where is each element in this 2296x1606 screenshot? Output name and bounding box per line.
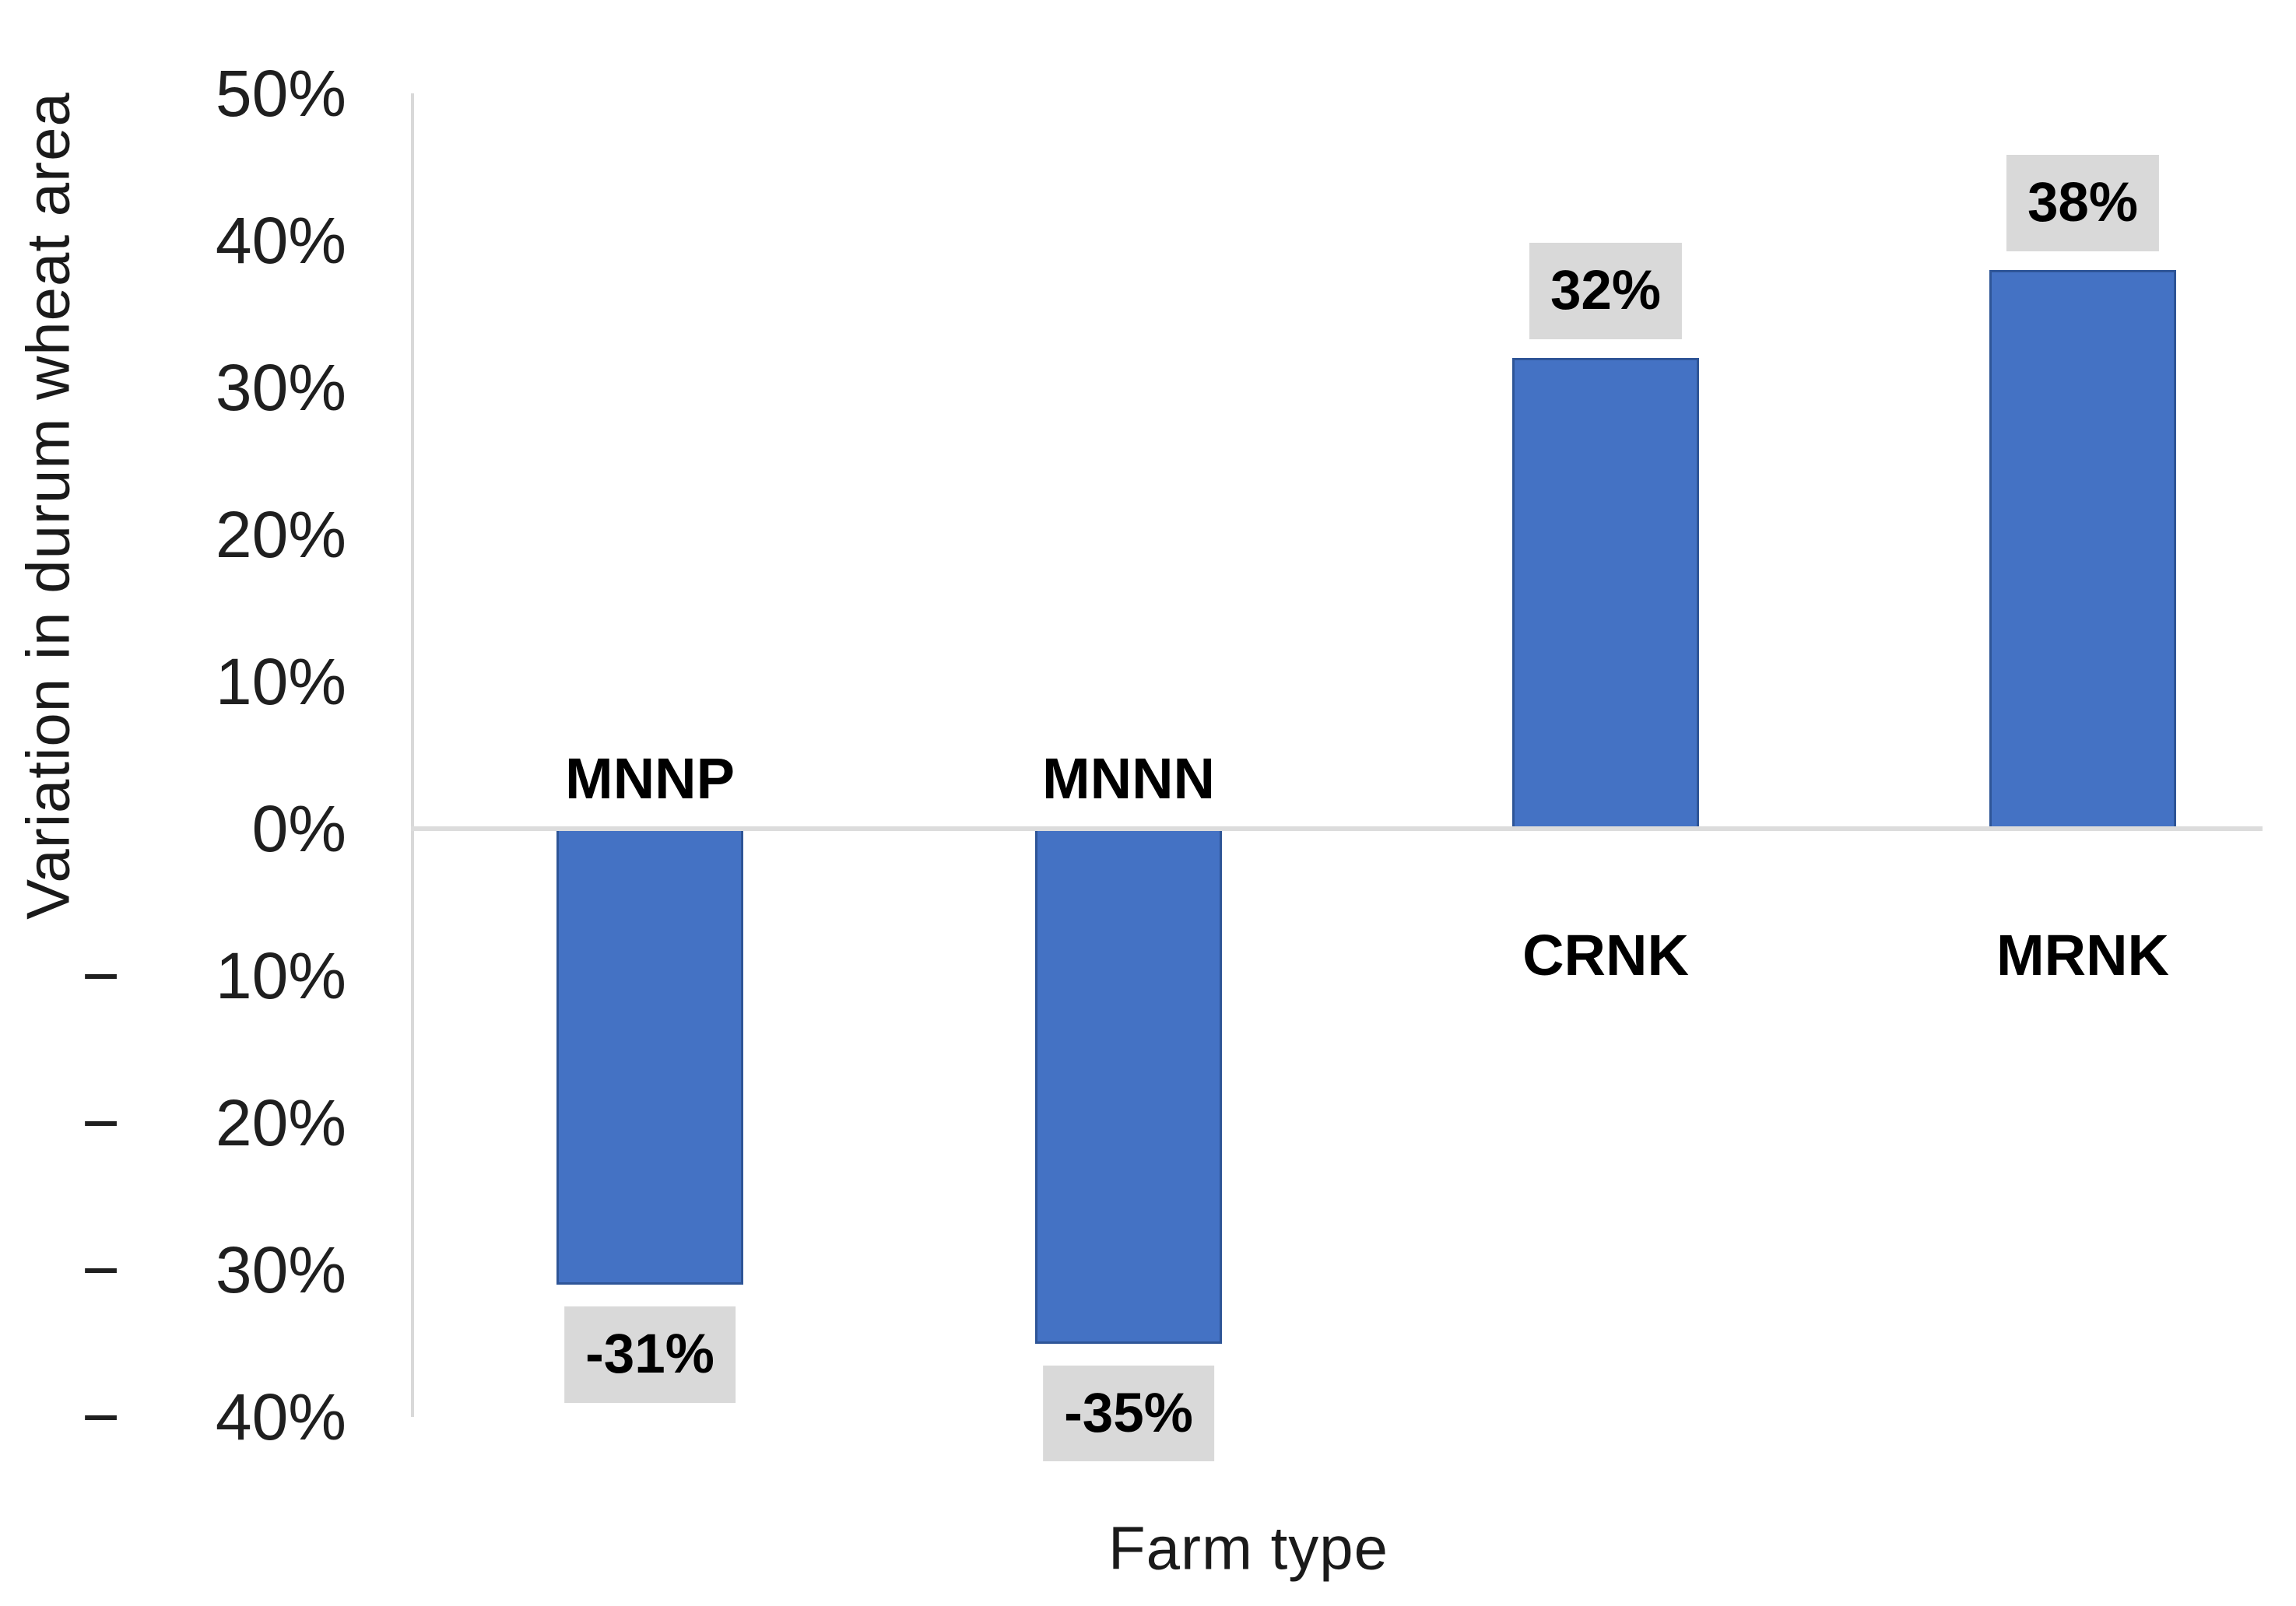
y-tick-value: 30% [215,1233,346,1306]
y-tick-label: 10% [82,643,346,721]
y-axis-line [411,93,414,1417]
category-label-crnk: CRNK [1522,923,1689,987]
minus-sign: − [82,1085,121,1159]
y-tick-value: 40% [215,203,346,277]
bar-mrnk [1989,269,2176,829]
y-tick-value: 20% [215,497,346,571]
y-tick-value: 10% [215,644,346,718]
x-axis-title: Farm type [1108,1513,1389,1583]
y-tick-label: 50% [82,54,346,132]
y-tick-label: − 20% [82,1084,346,1162]
y-tick-value: 40% [215,1380,346,1453]
x-axis-zero-line [411,826,2263,831]
bar-mnnn [1035,829,1222,1344]
value-label-mnnn: -35% [1043,1365,1214,1462]
y-tick-label: 20% [82,496,346,573]
category-label-mnnp: MNNP [565,746,735,811]
category-label-mnnn: MNNN [1042,746,1215,811]
minus-sign: − [82,1233,121,1306]
y-tick-label: 40% [82,202,346,279]
y-tick-label: − 30% [82,1231,346,1309]
y-tick-label: 0% [82,790,346,868]
minus-sign: − [82,1380,121,1453]
y-tick-label: − 40% [82,1378,346,1456]
minus-sign: − [82,938,121,1012]
y-tick-label: − 10% [82,937,346,1015]
y-tick-label: 30% [82,349,346,426]
y-tick-value: 10% [215,938,346,1012]
value-label-crnk: 32% [1529,243,1683,340]
y-tick-value: 0% [251,791,346,865]
y-tick-value: 30% [215,350,346,424]
y-tick-value: 20% [215,1085,346,1159]
value-label-mrnk: 38% [2006,154,2160,251]
category-label-mrnk: MRNK [1996,923,2169,987]
bar-mnnp [556,829,743,1285]
value-label-mnnp: -31% [564,1306,735,1403]
y-tick-value: 50% [215,56,346,130]
y-axis-title: Variation in durum wheat area [13,92,83,920]
bar-crnk [1512,358,1699,829]
